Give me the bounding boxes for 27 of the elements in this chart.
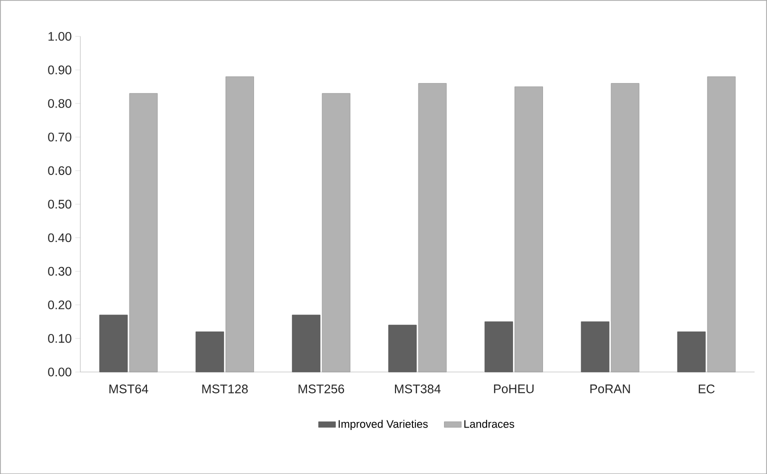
bar	[484, 321, 513, 372]
bar	[388, 324, 417, 372]
bar	[677, 331, 706, 372]
y-tick-label: 0.90	[48, 65, 72, 74]
y-tick-label: 0.00	[48, 367, 72, 376]
bar	[580, 321, 610, 372]
y-tick-label: 0.20	[48, 300, 72, 310]
bar	[292, 314, 320, 372]
bar	[196, 331, 224, 372]
x-tick-label: PoRAN	[590, 384, 630, 394]
x-tick-label: PoHEU	[494, 384, 534, 394]
x-tick-label: MST64	[109, 384, 148, 394]
y-tick-label: 0.10	[48, 334, 72, 343]
y-tick-label: 0.30	[48, 266, 72, 276]
y-tick-label: 0.80	[48, 98, 72, 108]
x-tick-label: MST128	[202, 384, 248, 394]
x-tick-label: MST256	[298, 384, 344, 394]
y-tick-label: 0.40	[48, 233, 72, 242]
x-tick-label: EC	[698, 384, 715, 394]
y-tick-label: 0.70	[48, 132, 72, 142]
legend-label: Improved Varieties	[338, 420, 428, 430]
y-tick-label: 0.60	[48, 166, 72, 175]
bar	[99, 314, 128, 372]
x-tick-label: MST384	[394, 384, 441, 394]
y-tick-label: 1.00	[48, 32, 72, 41]
y-tick-label: 0.50	[48, 200, 72, 208]
legend-label: Landraces	[464, 420, 514, 428]
